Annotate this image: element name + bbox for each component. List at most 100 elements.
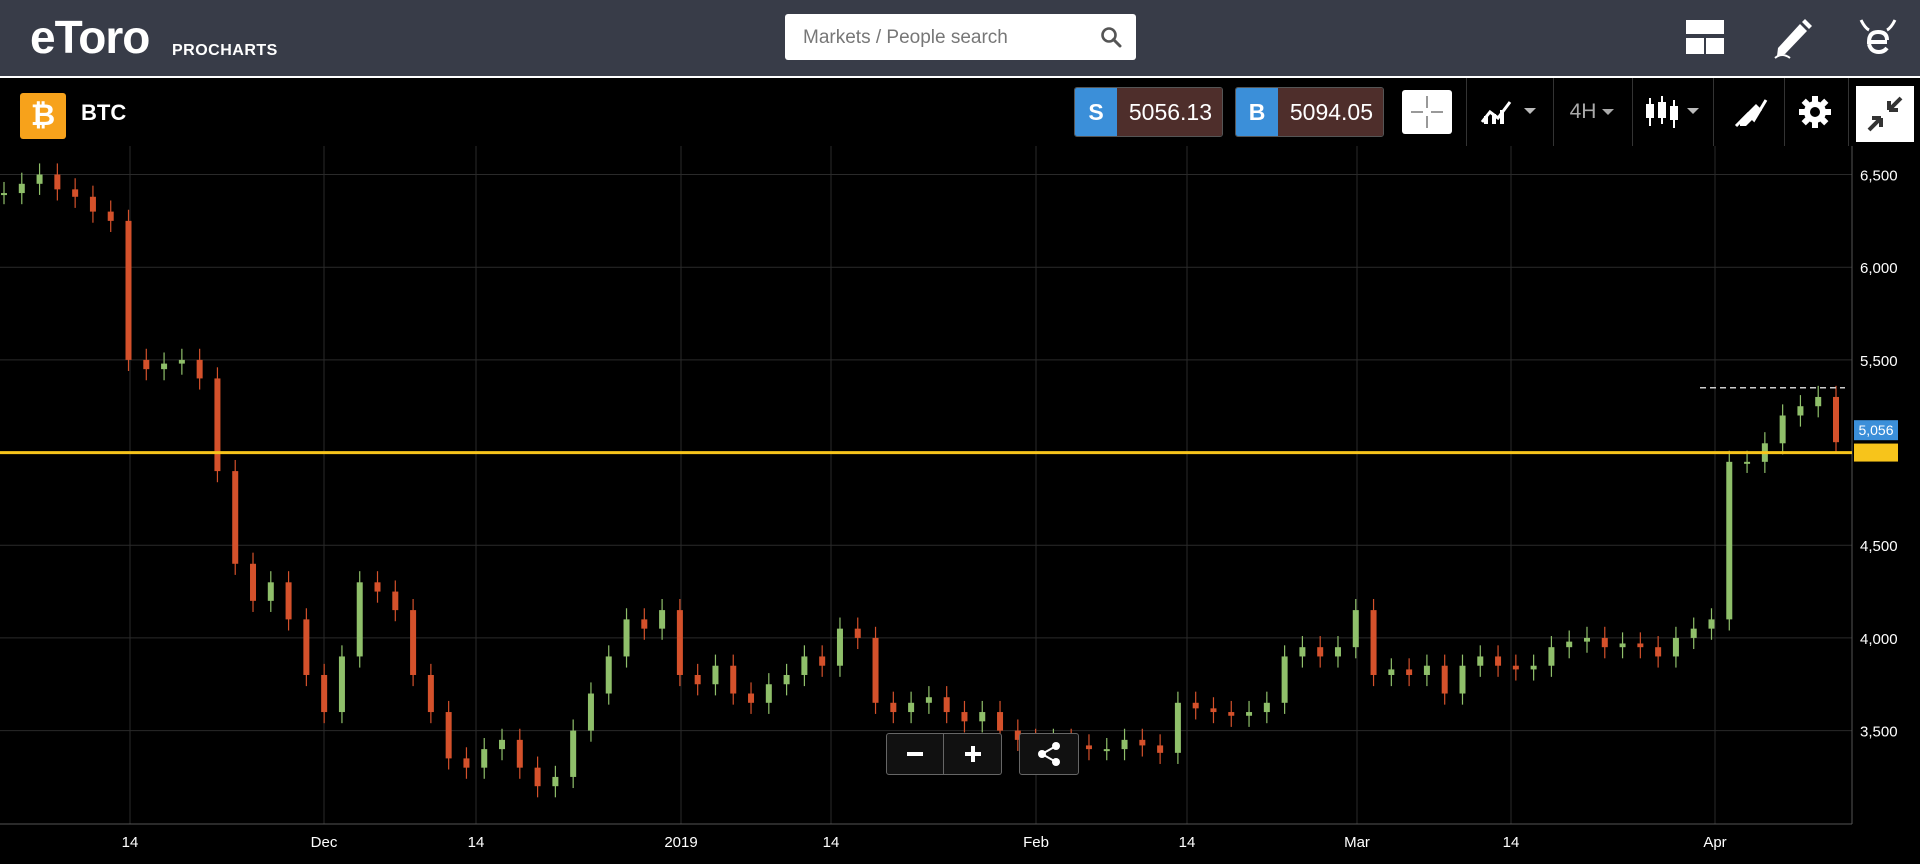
candle-body [836, 628, 843, 666]
candle-body [854, 628, 861, 638]
candle-body [1103, 749, 1110, 752]
collapse-chart-button[interactable] [1856, 86, 1914, 142]
candle-body [605, 656, 612, 694]
x-tick-label: 14 [468, 834, 485, 851]
candle-body [463, 758, 470, 768]
search-box[interactable] [785, 14, 1136, 60]
candle-body [392, 591, 399, 611]
plus-icon [964, 746, 981, 762]
x-tick-label: Mar [1344, 834, 1370, 851]
candle-body [712, 665, 719, 685]
toolbar-divider [1848, 78, 1849, 146]
candle-body [872, 637, 879, 703]
candle-body [481, 749, 488, 768]
indicators-button[interactable] [1475, 90, 1545, 134]
zoom-controls [886, 733, 1002, 775]
candle-body [374, 582, 381, 592]
candle-body [997, 712, 1004, 731]
toolbar-divider [1466, 78, 1467, 146]
candle-body [1566, 641, 1573, 648]
crosshair-icon [1411, 96, 1443, 128]
buy-button[interactable]: B 5094.05 [1235, 87, 1384, 137]
settings-button[interactable] [1790, 90, 1840, 134]
sell-price: 5056.13 [1117, 88, 1222, 136]
share-button[interactable] [1019, 733, 1079, 775]
chart-type-dropdown[interactable] [1638, 90, 1708, 134]
candle-body [1708, 619, 1715, 629]
collapse-icon [1867, 96, 1903, 132]
candle-body [801, 656, 808, 675]
candle-body [1370, 610, 1377, 675]
candle-body [1726, 461, 1733, 620]
candle-body [979, 712, 986, 722]
crosshair-button[interactable] [1402, 90, 1452, 134]
gear-icon [1799, 96, 1831, 128]
etoro-home-icon[interactable] [1855, 14, 1901, 60]
horizontal-line-label-bg [1854, 443, 1898, 462]
candle-body [570, 730, 577, 777]
candle-body [1192, 702, 1199, 709]
candle-body [161, 363, 168, 370]
candle-body [1779, 415, 1786, 444]
candle-body [1548, 647, 1555, 666]
candle-body [1530, 665, 1537, 670]
search-input[interactable] [801, 25, 1095, 51]
candle-body [676, 610, 683, 675]
etoro-logo[interactable]: eToro [30, 14, 150, 60]
candle-body [338, 656, 345, 713]
y-tick-label: 4,000 [1860, 631, 1898, 648]
candle-body [1352, 610, 1359, 648]
candle-body [819, 656, 826, 666]
y-tick-label: 6,000 [1860, 260, 1898, 277]
candle-body [587, 693, 594, 731]
toolbar-divider [1553, 78, 1554, 146]
zoom-in-button[interactable] [944, 733, 1002, 775]
candle-body [1, 193, 7, 196]
edit-icon[interactable] [1770, 14, 1816, 60]
candle-body [54, 174, 61, 190]
candle-body [1833, 396, 1839, 443]
candle-body [1317, 647, 1324, 657]
candle-body [1281, 656, 1288, 703]
candle-body [694, 674, 701, 685]
share-icon [1038, 742, 1060, 766]
timeframe-label: 4H [1569, 100, 1597, 123]
sell-label: S [1075, 88, 1117, 136]
candle-body [410, 610, 417, 675]
candle-body [445, 712, 452, 759]
candle-body [1085, 745, 1092, 750]
candle-body [1655, 647, 1662, 657]
candle-body [143, 359, 150, 370]
zoom-out-button[interactable] [886, 733, 944, 775]
toolbar-divider [1632, 78, 1633, 146]
drawing-tools-button[interactable] [1720, 90, 1780, 134]
candle-body [1263, 702, 1270, 713]
candle-body [1228, 712, 1235, 716]
toolbar-divider [1713, 78, 1714, 146]
candle-body [1744, 461, 1751, 464]
candle-body [1601, 637, 1608, 648]
candle-body [1690, 628, 1697, 638]
candle-body [1815, 396, 1822, 407]
candle-body [250, 563, 257, 601]
x-tick-label: 14 [1503, 834, 1520, 851]
layout-icon[interactable] [1682, 14, 1728, 60]
timeframe-dropdown[interactable]: 4H [1560, 90, 1626, 134]
candle-body [1334, 647, 1341, 657]
candle-body [516, 739, 523, 768]
candle-body [89, 196, 96, 212]
buy-label: B [1236, 88, 1278, 136]
y-tick-label: 5,500 [1860, 353, 1898, 370]
candle-body [285, 582, 292, 620]
x-tick-label: 14 [122, 834, 139, 851]
drawing-tool-icon [1734, 99, 1768, 128]
candle-body [1121, 739, 1128, 750]
search-icon[interactable] [1100, 26, 1122, 48]
candle-body [427, 674, 434, 713]
candle-body [1388, 669, 1395, 675]
toolbar-divider [1784, 78, 1785, 146]
candlestick-icon [1646, 96, 1699, 128]
sell-button[interactable]: S 5056.13 [1074, 87, 1223, 137]
candle-body [925, 697, 932, 703]
x-tick-label: Dec [311, 834, 338, 851]
